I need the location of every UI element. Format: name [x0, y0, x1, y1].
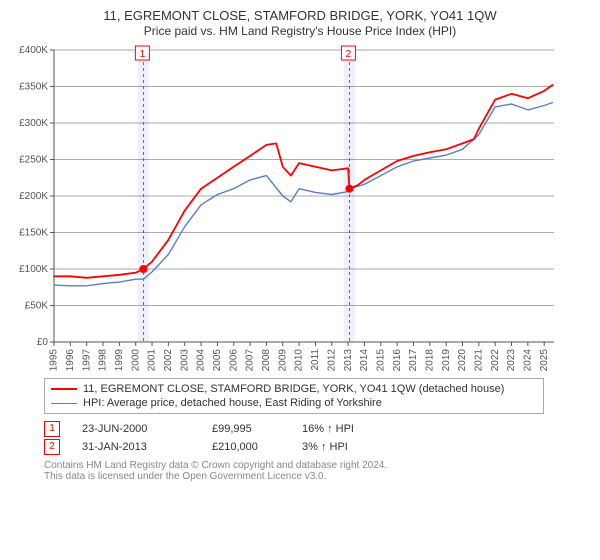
legend-row: HPI: Average price, detached house, East… [51, 396, 537, 410]
svg-text:2008: 2008 [261, 349, 272, 372]
svg-text:2: 2 [346, 49, 352, 60]
legend: 11, EGREMONT CLOSE, STAMFORD BRIDGE, YOR… [44, 378, 544, 414]
sale-date: 23-JUN-2000 [82, 423, 212, 435]
sales-table: 1 23-JUN-2000£99,99516% ↑ HPI 2 31-JAN-2013… [44, 420, 590, 456]
footer-line2: This data is licensed under the Open Gov… [44, 471, 590, 482]
svg-text:1997: 1997 [81, 349, 92, 372]
svg-text:£0: £0 [37, 337, 49, 348]
legend-swatch [51, 403, 77, 404]
svg-text:2016: 2016 [392, 349, 403, 372]
svg-text:2000: 2000 [130, 349, 141, 372]
svg-text:2003: 2003 [179, 349, 190, 372]
svg-text:£300K: £300K [19, 118, 48, 129]
svg-text:2022: 2022 [490, 349, 501, 372]
chart-card: 11, EGREMONT CLOSE, STAMFORD BRIDGE, YOR… [0, 0, 600, 560]
svg-text:2020: 2020 [457, 349, 468, 372]
chart: £0 £50K £100K £150K £200K £250K £300K £350K £400… [10, 42, 590, 372]
svg-text:£150K: £150K [19, 228, 48, 239]
legend-label: 11, EGREMONT CLOSE, STAMFORD BRIDGE, YOR… [83, 383, 504, 395]
svg-text:2010: 2010 [294, 349, 305, 372]
svg-text:2011: 2011 [310, 349, 321, 371]
svg-text:2005: 2005 [212, 349, 223, 372]
svg-text:2021: 2021 [473, 349, 484, 372]
svg-text:1995: 1995 [49, 349, 60, 372]
svg-text:2006: 2006 [228, 349, 239, 372]
svg-text:2017: 2017 [408, 349, 419, 372]
svg-text:2009: 2009 [277, 349, 288, 372]
svg-text:2014: 2014 [359, 349, 370, 372]
svg-text:1: 1 [140, 49, 146, 60]
svg-text:£350K: £350K [19, 82, 48, 93]
svg-text:2012: 2012 [326, 349, 337, 372]
titles: 11, EGREMONT CLOSE, STAMFORD BRIDGE, YOR… [10, 6, 590, 42]
sale-delta: 3% ↑ HPI [302, 441, 432, 453]
legend-label: HPI: Average price, detached house, East… [83, 397, 382, 409]
svg-text:2018: 2018 [424, 349, 435, 372]
chart-svg: £0 £50K £100K £150K £200K £250K £300K £350K £400… [10, 42, 566, 372]
svg-text:£200K: £200K [19, 191, 48, 202]
legend-swatch [51, 388, 77, 390]
svg-text:£250K: £250K [19, 155, 48, 166]
svg-text:£400K: £400K [19, 45, 48, 56]
svg-text:£100K: £100K [19, 264, 48, 275]
svg-text:2002: 2002 [163, 349, 174, 372]
legend-row: 11, EGREMONT CLOSE, STAMFORD BRIDGE, YOR… [51, 382, 537, 396]
svg-text:2024: 2024 [522, 349, 533, 372]
svg-text:2004: 2004 [196, 349, 207, 372]
sale-badge: 2 [44, 439, 60, 455]
svg-text:2023: 2023 [506, 349, 517, 372]
svg-text:£50K: £50K [25, 301, 49, 312]
sale-price: £99,995 [212, 423, 302, 435]
svg-text:2025: 2025 [539, 349, 550, 372]
footer: Contains HM Land Registry data © Crown c… [44, 460, 590, 482]
svg-text:2019: 2019 [441, 349, 452, 372]
sale-row: 1 23-JUN-2000£99,99516% ↑ HPI [44, 420, 590, 438]
svg-text:2001: 2001 [147, 349, 158, 372]
svg-text:2013: 2013 [343, 349, 354, 372]
sale-badge: 1 [44, 421, 60, 437]
svg-text:2007: 2007 [245, 349, 256, 372]
title-main: 11, EGREMONT CLOSE, STAMFORD BRIDGE, YOR… [10, 8, 590, 23]
title-sub: Price paid vs. HM Land Registry's House … [10, 24, 590, 38]
svg-text:1996: 1996 [65, 349, 76, 372]
footer-line1: Contains HM Land Registry data © Crown c… [44, 460, 590, 471]
sale-price: £210,000 [212, 441, 302, 453]
sale-delta: 16% ↑ HPI [302, 423, 432, 435]
svg-text:2015: 2015 [375, 349, 386, 372]
svg-text:1998: 1998 [98, 349, 109, 372]
sale-date: 31-JAN-2013 [82, 441, 212, 453]
svg-text:1999: 1999 [114, 349, 125, 372]
sale-row: 2 31-JAN-2013£210,0003% ↑ HPI [44, 438, 590, 456]
